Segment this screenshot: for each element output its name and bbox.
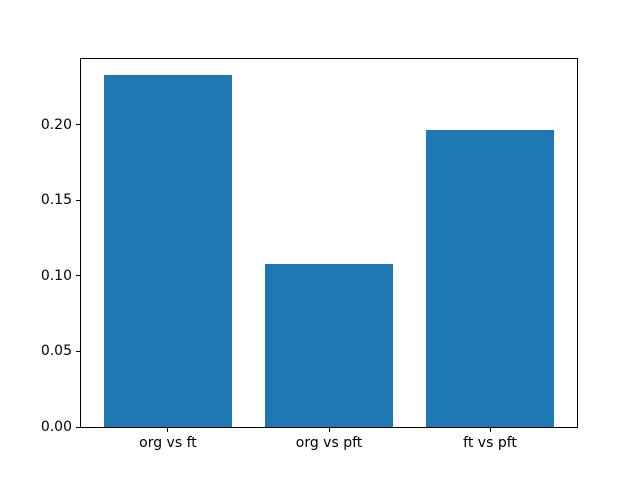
x-axis-tick-mark (489, 428, 491, 432)
x-axis-tick-label: org vs pft (295, 435, 363, 451)
plot-area: 0.00 0.05 0.10 0.15 0.20 org vs ft org vs pft f… (41, 58, 578, 451)
y-axis-tick-mark (76, 350, 80, 352)
x-axis-tick-label: org vs ft (139, 435, 197, 451)
x-axis-tick-mark (328, 428, 330, 432)
y-axis-tick-label: 0.05 (40, 343, 72, 360)
y-axis-tick-label: 0.20 (40, 116, 72, 133)
y-axis-tick-mark (76, 426, 80, 428)
bar-ft-vs-pft (425, 129, 555, 427)
y-axis-tick-label: 0.10 (40, 267, 72, 284)
y-axis-tick-label: 0.00 (40, 419, 72, 435)
y-axis-tick-label: 0.15 (40, 192, 72, 209)
bar-org-vs-ft (103, 75, 233, 427)
y-axis-tick-mark (76, 199, 80, 201)
x-axis-tick-label: ft vs pft (463, 435, 517, 451)
x-axis-tick-mark (167, 428, 169, 432)
bar-org-vs-pft (264, 263, 394, 427)
y-axis-tick-mark (76, 124, 80, 126)
y-axis-tick-mark (76, 275, 80, 277)
